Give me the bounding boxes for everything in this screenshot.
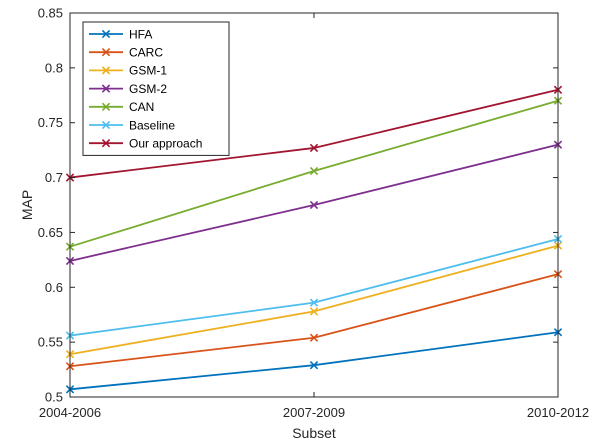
- y-tick-label: 0.55: [38, 335, 63, 350]
- x-tick-label: 2004-2006: [39, 405, 101, 420]
- legend-item: GSM-1: [89, 64, 167, 78]
- data-point: [309, 298, 319, 307]
- data-point: [309, 333, 319, 342]
- legend-label: GSM-2: [129, 82, 167, 96]
- legend-swatch-marker: [101, 102, 111, 111]
- legend-swatch-marker: [101, 29, 111, 39]
- data-point: [309, 166, 319, 176]
- data-point: [309, 361, 319, 370]
- legend-label: GSM-1: [129, 64, 167, 78]
- data-point: [309, 143, 319, 153]
- x-axis: 2004-2006 2007-2009 2010-2012: [39, 13, 589, 420]
- legend-label: Baseline: [129, 118, 175, 132]
- legend-item: Our approach: [89, 137, 202, 151]
- y-axis: 0.5 0.55 0.6 0.65 0.7 0.75 0.8 0.85: [38, 6, 558, 405]
- legend-item: Baseline: [89, 118, 175, 132]
- data-point: [309, 307, 319, 316]
- legend-swatch-marker: [101, 66, 111, 75]
- legend-item: CAN: [89, 100, 154, 114]
- legend-swatch-marker: [101, 84, 111, 93]
- legend-swatch-marker: [101, 120, 111, 130]
- legend-item: CARC: [89, 46, 163, 60]
- y-tick-label: 0.65: [38, 225, 63, 240]
- y-tick-label: 0.6: [45, 280, 63, 295]
- legend-label: CARC: [129, 46, 163, 60]
- legend-swatch-marker: [101, 139, 111, 148]
- data-point: [309, 200, 319, 210]
- x-axis-label: Subset: [292, 425, 336, 441]
- y-tick-label: 0.5: [45, 390, 63, 405]
- legend: HFA CARC GSM-1 GSM-2 CAN Baseline Our approach: [82, 21, 230, 156]
- y-axis-label: MAP: [19, 190, 35, 220]
- x-tick-label: 2010-2012: [527, 405, 589, 420]
- y-tick-label: 0.75: [38, 115, 63, 130]
- legend-label: HFA: [129, 27, 152, 41]
- legend-item: GSM-2: [89, 82, 167, 96]
- y-tick-label: 0.8: [45, 60, 63, 75]
- y-tick-label: 0.85: [38, 6, 63, 21]
- legend-label: CAN: [129, 100, 154, 114]
- legend-swatch-marker: [101, 48, 111, 57]
- legend-label: Our approach: [129, 137, 202, 151]
- legend-item: HFA: [89, 27, 152, 41]
- y-tick-label: 0.7: [45, 170, 63, 185]
- series-gsm-1: [65, 241, 563, 359]
- x-tick-label: 2007-2009: [283, 405, 345, 420]
